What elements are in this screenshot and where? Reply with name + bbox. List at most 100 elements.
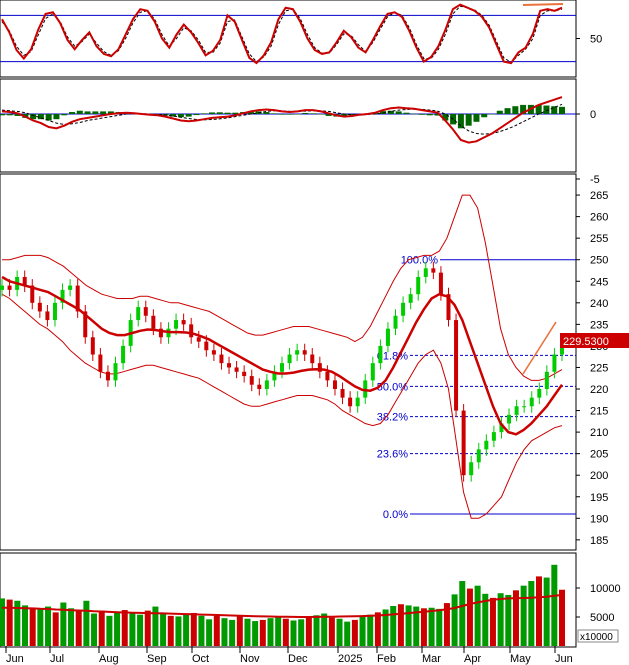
macd-histogram-bar bbox=[209, 112, 215, 114]
candle-up bbox=[522, 406, 527, 408]
macd-histogram-bar bbox=[170, 114, 177, 117]
candle-up bbox=[385, 328, 390, 346]
macd-histogram-bar bbox=[69, 112, 75, 114]
volume-bar bbox=[160, 614, 167, 646]
price-tick-label: 190 bbox=[590, 513, 608, 525]
month-label: Sep bbox=[147, 653, 167, 665]
macd-histogram-bar bbox=[45, 114, 52, 121]
candle-up bbox=[52, 302, 57, 321]
macd-histogram-bar bbox=[37, 114, 44, 120]
volume-bar bbox=[551, 564, 558, 646]
volume-bar bbox=[213, 615, 220, 646]
month-label: Mar bbox=[422, 653, 441, 665]
macd-histogram-bar bbox=[201, 113, 208, 114]
candle-up bbox=[378, 345, 383, 364]
macd-histogram-bar bbox=[317, 114, 324, 115]
macd-histogram-bar bbox=[6, 114, 13, 116]
macd-tick-label: 0 bbox=[590, 109, 596, 121]
volume-bar bbox=[175, 616, 182, 646]
macd-histogram-bar bbox=[224, 112, 231, 114]
stochastic-panel: 50 bbox=[0, 0, 602, 78]
price-tick-label: 250 bbox=[590, 255, 608, 267]
volume-bar bbox=[137, 614, 144, 646]
volume-bar bbox=[129, 612, 136, 646]
candle-up bbox=[272, 371, 277, 381]
volume-bar bbox=[436, 608, 443, 646]
macd-histogram-bar bbox=[403, 112, 410, 114]
stochastic-trendline bbox=[522, 3, 564, 6]
volume-bar bbox=[374, 612, 381, 646]
macd-histogram-bar bbox=[489, 114, 495, 115]
bollinger-lower bbox=[1, 293, 563, 519]
bollinger-bands bbox=[1, 194, 563, 519]
macd-histogram-bar bbox=[543, 105, 550, 114]
candle-up bbox=[121, 345, 126, 364]
price-y-axis: 1851901952002052102152202252302352402452… bbox=[576, 190, 608, 547]
last-price-label: 229.5300 bbox=[563, 336, 609, 348]
candle-down bbox=[196, 337, 201, 342]
fibonacci-label: 100.0% bbox=[401, 255, 439, 267]
moving-average bbox=[1, 275, 564, 436]
volume-bar bbox=[190, 612, 197, 646]
volume-bar bbox=[321, 613, 328, 646]
volume-bar bbox=[298, 619, 305, 646]
volume-bar bbox=[6, 599, 13, 646]
candle-down bbox=[461, 410, 466, 476]
candle-down bbox=[189, 324, 194, 338]
macd-histogram-bar bbox=[512, 106, 519, 114]
volume-bar bbox=[114, 612, 121, 646]
candle-up bbox=[355, 397, 360, 407]
candle-up bbox=[544, 371, 549, 390]
volume-bar bbox=[167, 615, 174, 646]
price-tick-label: 255 bbox=[590, 233, 608, 245]
stochastic-tick-label: 50 bbox=[590, 34, 602, 46]
volume-bar bbox=[405, 605, 412, 646]
candle-down bbox=[7, 285, 12, 290]
month-label: 2025 bbox=[338, 653, 362, 665]
candle-down bbox=[348, 397, 353, 407]
volume-bar bbox=[397, 604, 404, 646]
volume-bar bbox=[221, 618, 228, 646]
macd-histogram-bar bbox=[193, 114, 200, 116]
macd-histogram-bar bbox=[387, 110, 394, 114]
candle-up bbox=[537, 389, 542, 398]
macd-histogram-bar bbox=[30, 114, 37, 120]
candle-down bbox=[37, 302, 42, 312]
macd-histogram-bar bbox=[61, 114, 68, 116]
candle-down bbox=[98, 354, 103, 372]
volume-bar bbox=[451, 594, 458, 646]
candle-down bbox=[302, 350, 307, 355]
volume-bar bbox=[489, 597, 496, 646]
volume-bar bbox=[543, 577, 550, 646]
candle-up bbox=[0, 285, 4, 290]
fibonacci-label: 23.6% bbox=[377, 449, 408, 461]
volume-bar bbox=[459, 581, 466, 646]
candle-down bbox=[446, 294, 451, 321]
price-trendline bbox=[522, 321, 557, 375]
candle-up bbox=[136, 307, 141, 321]
macd-histogram-bar bbox=[442, 114, 449, 121]
volume-bar bbox=[359, 616, 366, 646]
candle-down bbox=[158, 328, 163, 338]
volume-bar bbox=[520, 585, 527, 646]
volume-bars bbox=[0, 564, 565, 646]
candle-down bbox=[83, 311, 88, 338]
month-label: Jul bbox=[50, 653, 64, 665]
candle-up bbox=[295, 350, 300, 355]
volume-bar bbox=[259, 619, 266, 646]
candle-up bbox=[401, 302, 406, 316]
volume-unit-label: x10000 bbox=[580, 632, 613, 643]
volume-bar bbox=[75, 610, 82, 646]
macd-histogram-bar bbox=[325, 114, 332, 116]
candle-down bbox=[454, 320, 459, 411]
candle-down bbox=[219, 354, 224, 364]
month-label: Jun bbox=[555, 653, 573, 665]
volume-bar bbox=[14, 600, 21, 646]
macd-histogram-bar bbox=[53, 114, 60, 120]
price-tick-label: 245 bbox=[590, 276, 608, 288]
price-tick-label: 210 bbox=[590, 427, 608, 439]
candle-down bbox=[438, 272, 443, 295]
volume-bar bbox=[60, 602, 67, 646]
month-label: Dec bbox=[288, 653, 308, 665]
month-label: May bbox=[510, 653, 531, 665]
